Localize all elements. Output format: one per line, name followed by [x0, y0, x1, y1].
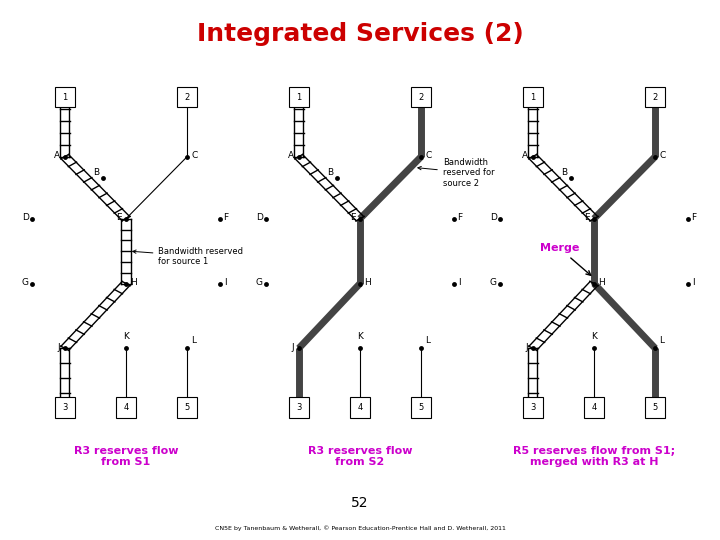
Text: L: L [191, 336, 196, 345]
Text: Merge: Merge [540, 244, 590, 275]
Text: J: J [58, 343, 60, 352]
FancyBboxPatch shape [116, 397, 136, 418]
Text: 2: 2 [184, 93, 190, 102]
FancyBboxPatch shape [289, 87, 309, 107]
FancyBboxPatch shape [645, 87, 665, 107]
FancyBboxPatch shape [289, 397, 309, 418]
FancyBboxPatch shape [55, 397, 75, 418]
Text: D: D [256, 213, 263, 222]
Text: 4: 4 [357, 403, 363, 412]
Text: B: B [94, 168, 99, 177]
Text: K: K [591, 332, 597, 341]
Text: J: J [526, 343, 528, 352]
Text: 4: 4 [123, 403, 129, 412]
FancyBboxPatch shape [177, 397, 197, 418]
Text: I: I [458, 278, 461, 287]
Text: A: A [521, 151, 528, 160]
FancyBboxPatch shape [350, 397, 370, 418]
Text: 3: 3 [296, 403, 302, 412]
FancyBboxPatch shape [645, 397, 665, 418]
Text: C: C [660, 151, 666, 160]
Text: E: E [350, 213, 356, 222]
Text: 3: 3 [530, 403, 536, 412]
FancyBboxPatch shape [55, 87, 75, 107]
Text: 2: 2 [418, 93, 424, 102]
Text: G: G [22, 278, 29, 287]
Text: G: G [490, 278, 497, 287]
Text: 5: 5 [418, 403, 424, 412]
Text: Integrated Services (2): Integrated Services (2) [197, 22, 523, 45]
Text: F: F [691, 213, 696, 222]
Text: R3 reserves flow
from S1: R3 reserves flow from S1 [73, 446, 179, 467]
Text: C: C [192, 151, 198, 160]
Text: H: H [364, 278, 371, 287]
Text: F: F [457, 213, 462, 222]
Text: 1: 1 [296, 93, 302, 102]
Text: A: A [287, 151, 294, 160]
FancyBboxPatch shape [177, 87, 197, 107]
Text: H: H [598, 278, 605, 287]
Text: J: J [292, 343, 294, 352]
Text: K: K [123, 332, 129, 341]
Text: 52: 52 [351, 496, 369, 510]
Text: 2: 2 [652, 93, 658, 102]
Text: I: I [224, 278, 227, 287]
Text: Bandwidth
reserved for
source 2: Bandwidth reserved for source 2 [418, 158, 495, 188]
Text: 4: 4 [591, 403, 597, 412]
Text: C: C [426, 151, 432, 160]
Text: D: D [22, 213, 29, 222]
Text: L: L [659, 336, 664, 345]
Text: K: K [357, 332, 363, 341]
Text: 5: 5 [184, 403, 190, 412]
Text: B: B [562, 168, 568, 177]
Text: L: L [425, 336, 430, 345]
Text: 1: 1 [62, 93, 68, 102]
FancyBboxPatch shape [584, 397, 604, 418]
Text: B: B [328, 168, 334, 177]
Text: E: E [584, 213, 590, 222]
Text: 5: 5 [652, 403, 658, 412]
Text: D: D [490, 213, 497, 222]
Text: F: F [223, 213, 228, 222]
Text: CN5E by Tanenbaum & Wetherall, © Pearson Education-Prentice Hall and D. Wetheral: CN5E by Tanenbaum & Wetherall, © Pearson… [215, 525, 505, 531]
Text: R3 reserves flow
from S2: R3 reserves flow from S2 [307, 446, 413, 467]
Text: A: A [53, 151, 60, 160]
Text: H: H [130, 278, 137, 287]
Text: R5 reserves flow from S1;
merged with R3 at H: R5 reserves flow from S1; merged with R3… [513, 446, 675, 467]
Text: G: G [256, 278, 263, 287]
Text: I: I [692, 278, 695, 287]
FancyBboxPatch shape [411, 87, 431, 107]
Text: E: E [116, 213, 122, 222]
Text: 1: 1 [530, 93, 536, 102]
FancyBboxPatch shape [523, 397, 543, 418]
FancyBboxPatch shape [523, 87, 543, 107]
FancyBboxPatch shape [411, 397, 431, 418]
Text: 3: 3 [62, 403, 68, 412]
Text: Bandwidth reserved
for source 1: Bandwidth reserved for source 1 [132, 247, 243, 266]
